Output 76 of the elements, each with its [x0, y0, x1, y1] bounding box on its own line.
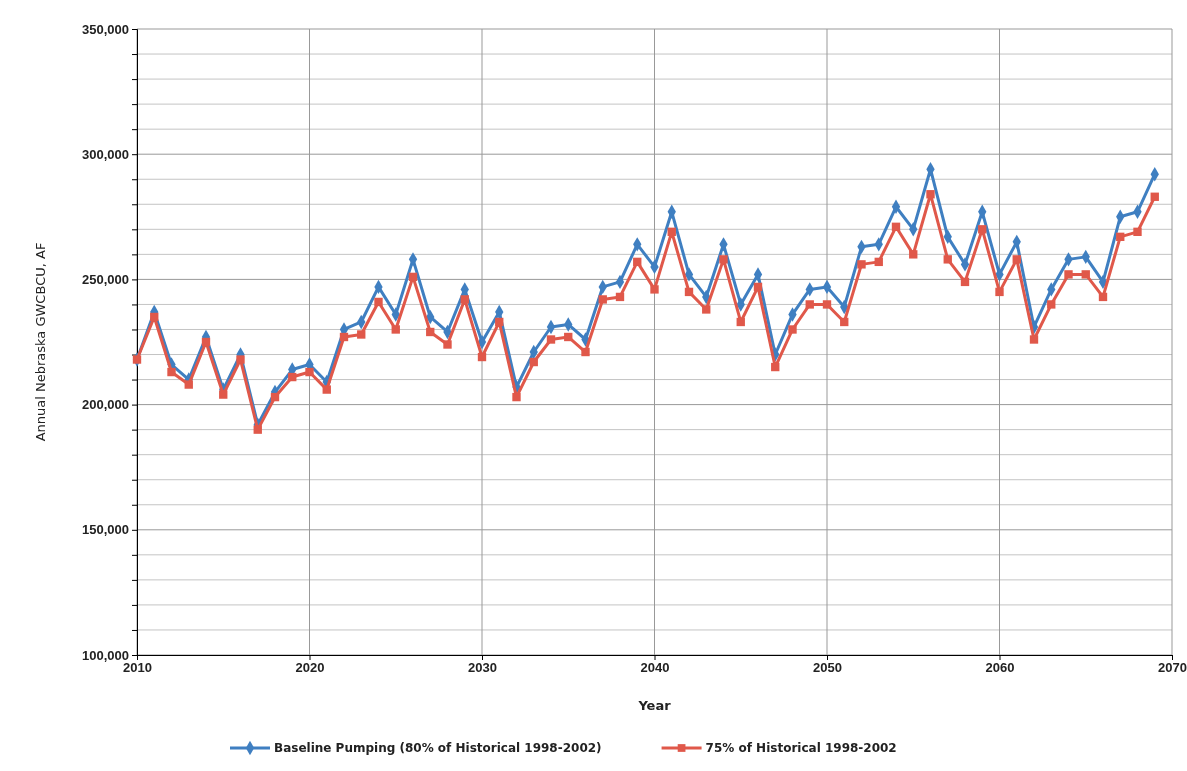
- point: [1081, 270, 1090, 279]
- point: [805, 300, 814, 309]
- y-tick-label: 250,000: [82, 272, 129, 288]
- point: [978, 225, 987, 234]
- point: [650, 285, 659, 294]
- x-tick-label: 2070: [1158, 660, 1187, 676]
- x-tick-label: 2060: [985, 660, 1015, 676]
- point: [788, 325, 797, 334]
- point: [736, 317, 745, 327]
- point: [529, 357, 538, 367]
- point: [995, 287, 1004, 297]
- point: [219, 390, 228, 399]
- point: [253, 425, 262, 434]
- point: [339, 332, 349, 342]
- point: [960, 277, 970, 287]
- point: [305, 367, 314, 377]
- point: [857, 260, 866, 269]
- point: [943, 255, 952, 264]
- point: [1029, 335, 1039, 344]
- point: [426, 327, 435, 337]
- y-tick-label: 100,000: [82, 647, 129, 663]
- point: [1064, 270, 1073, 279]
- point: [598, 295, 607, 304]
- point: [891, 222, 901, 231]
- x-tick-label: 2040: [640, 660, 670, 676]
- point: [633, 257, 642, 267]
- point: [1150, 192, 1159, 201]
- point: [477, 352, 487, 362]
- point: [702, 305, 711, 314]
- point: [391, 325, 400, 334]
- point: [374, 297, 383, 307]
- point: [1047, 300, 1056, 309]
- point: [184, 380, 193, 389]
- point: [615, 292, 625, 302]
- point: [167, 367, 176, 377]
- point: [581, 347, 590, 357]
- point: [822, 300, 832, 309]
- point: [443, 340, 452, 349]
- point: [771, 362, 780, 372]
- point: [874, 257, 883, 267]
- x-tick-label: 2050: [813, 660, 842, 676]
- point: [357, 330, 366, 339]
- point: [288, 372, 297, 382]
- point: [236, 355, 245, 364]
- x-tick-label: 2020: [295, 660, 325, 676]
- point: [1098, 292, 1108, 302]
- point: [201, 337, 211, 347]
- point: [840, 317, 849, 327]
- point: [322, 385, 331, 394]
- y-axis-title: Annual Nebraska GWCBCU, AF: [33, 242, 48, 442]
- point: [1012, 255, 1021, 264]
- point: [150, 312, 159, 322]
- point: [408, 272, 418, 282]
- y-tick-label: 150,000: [82, 522, 129, 538]
- point: [1133, 227, 1142, 237]
- point: [512, 392, 521, 402]
- legend-label: 75% of Historical 1998-2002: [705, 741, 897, 755]
- y-tick-label: 200,000: [82, 397, 129, 413]
- point: [460, 295, 469, 304]
- legend-label: Baseline Pumping (80% of Historical 1998-2002): [274, 741, 602, 755]
- y-tick-label: 300,000: [82, 146, 129, 162]
- y-tick-label: 350,000: [82, 21, 129, 37]
- point: [667, 227, 676, 237]
- point: [495, 317, 504, 327]
- point: [753, 282, 763, 292]
- point: [909, 250, 918, 259]
- x-tick-label: 2030: [468, 660, 497, 676]
- point: [684, 287, 694, 297]
- point: [564, 332, 573, 342]
- x-tick-label: 2010: [123, 660, 152, 676]
- point: [719, 255, 728, 264]
- point: [926, 190, 935, 199]
- point: [270, 392, 280, 402]
- x-axis-title: Year: [637, 698, 672, 713]
- point: [1116, 232, 1125, 242]
- point: [546, 335, 556, 344]
